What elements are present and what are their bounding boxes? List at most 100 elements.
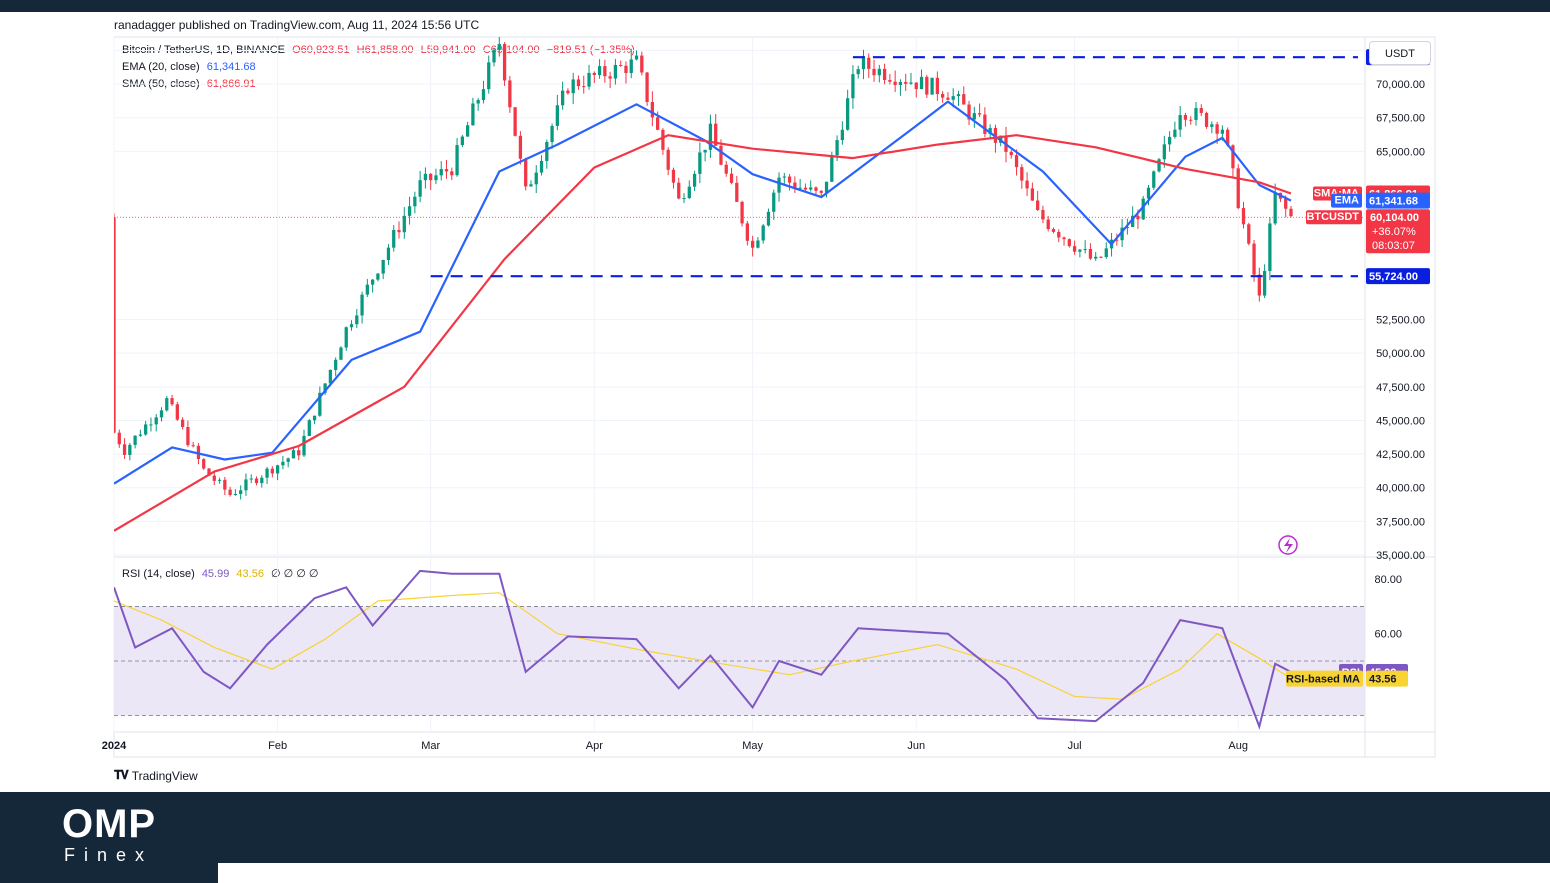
time-tick-label: Mar (421, 740, 440, 752)
candle-body (1025, 180, 1029, 189)
ema-legend[interactable]: EMA (20, close) 61,341.68 (122, 61, 256, 73)
candle-body (1220, 129, 1225, 134)
candle-body (133, 435, 137, 445)
candle-body (402, 215, 406, 233)
candle-body (777, 177, 781, 193)
tradingview-mark-icon: 𝐓𝐕 (114, 768, 129, 782)
candle-body (592, 72, 596, 76)
candle-body (1273, 192, 1277, 224)
rsima-badge-value-bg (1366, 670, 1408, 687)
candle-body (334, 359, 338, 370)
candle-body (529, 184, 533, 187)
btc-badge-pct: +36.07% (1372, 226, 1416, 238)
price-pane (114, 37, 1365, 532)
candle-body (867, 57, 871, 69)
candle-body (476, 100, 480, 104)
candle-body (692, 173, 697, 187)
price-tick-label: 67,500.00 (1376, 113, 1425, 125)
candle-body (223, 479, 227, 490)
candle-body (1178, 115, 1182, 130)
tradingview-logo[interactable]: 𝐓𝐕 TradingView (114, 768, 198, 783)
candle-body (1104, 248, 1108, 258)
candle-body (323, 383, 327, 393)
candle-body (861, 57, 866, 70)
candle-body (962, 94, 966, 105)
candle-body (455, 145, 459, 176)
candle-body (450, 171, 454, 176)
candle-body (877, 68, 881, 76)
candle-body (418, 180, 422, 197)
candle-body (782, 176, 786, 178)
candle-body (661, 129, 665, 150)
candle-body (824, 181, 829, 193)
candle-body (154, 417, 158, 425)
candle-body (302, 435, 306, 456)
candle-body (1057, 231, 1061, 238)
axes: 72,500.0070,000.0067,500.0065,000.0052,5… (102, 45, 1425, 752)
candle-body (281, 461, 285, 466)
candle-body (270, 468, 274, 474)
tradingview-wordmark: TradingView (131, 768, 198, 783)
rsi-line (114, 569, 1292, 730)
currency-selector[interactable]: USDT (1369, 41, 1431, 65)
rsi-legend-label: RSI (14, close) (122, 568, 195, 580)
candle-body (724, 164, 728, 174)
candle-body (840, 129, 845, 141)
ema-legend-label: EMA (20, close) (122, 61, 200, 73)
candle-body (128, 444, 132, 455)
price-tick-label: 35,000.00 (1376, 550, 1425, 562)
candle-body (1210, 124, 1214, 127)
brand-logo[interactable]: OMP Finex (62, 804, 156, 866)
lightning-icon[interactable] (1278, 535, 1298, 555)
candle-body (539, 160, 544, 173)
time-tick-label: 2024 (102, 740, 127, 752)
footer-banner: OMP Finex (0, 792, 1550, 883)
candle-body (392, 230, 396, 248)
candle-body (1173, 129, 1177, 137)
candle-body (413, 196, 417, 207)
candle-body (608, 76, 612, 79)
candle-body (481, 89, 486, 101)
rsi-tick-label: 60.00 (1374, 629, 1402, 641)
rsi-pane (114, 569, 1292, 730)
candle-body (370, 279, 375, 285)
candle-body (518, 135, 523, 159)
candle-body (576, 79, 581, 87)
candle-body (597, 66, 602, 76)
candle-body (513, 107, 517, 136)
candle-body (407, 206, 412, 216)
candle-body (244, 479, 248, 491)
candle-body (1020, 167, 1024, 181)
candle-body (144, 424, 148, 435)
rsi-legend-extras: ∅ ∅ ∅ ∅ (271, 568, 319, 580)
candle-body (566, 90, 570, 94)
candle-body (1284, 198, 1288, 209)
candle-body (698, 152, 702, 174)
candle-body (492, 49, 496, 63)
candle-body (956, 94, 961, 97)
candle-body (888, 80, 892, 82)
candle-body (1236, 168, 1240, 209)
candle-body (175, 404, 179, 420)
candle-body (856, 69, 860, 75)
candle-body (545, 142, 549, 161)
btc-badge-tag: BTCUSDT (1306, 211, 1359, 223)
rsi-ma-line (114, 592, 1292, 700)
candle-body (291, 450, 296, 459)
candle-body (745, 223, 749, 241)
support-badge: 55,724.00 (1369, 271, 1418, 283)
candle-body (429, 173, 433, 181)
rsi-legend[interactable]: RSI (14, close) 45.99 43.56 ∅ ∅ ∅ ∅ (122, 567, 319, 580)
candle-body (191, 445, 195, 447)
ema-badge-tag: EMA (1335, 195, 1360, 207)
price-tick-label: 70,000.00 (1376, 79, 1425, 91)
candle-body (1289, 208, 1293, 217)
candle-body (613, 64, 618, 79)
candle-body (1141, 198, 1145, 220)
candle-body (988, 127, 992, 134)
candle-body (846, 98, 850, 130)
footer-strip (218, 863, 1550, 883)
candle-body (524, 158, 528, 187)
price-tick-label: 50,000.00 (1376, 348, 1425, 360)
